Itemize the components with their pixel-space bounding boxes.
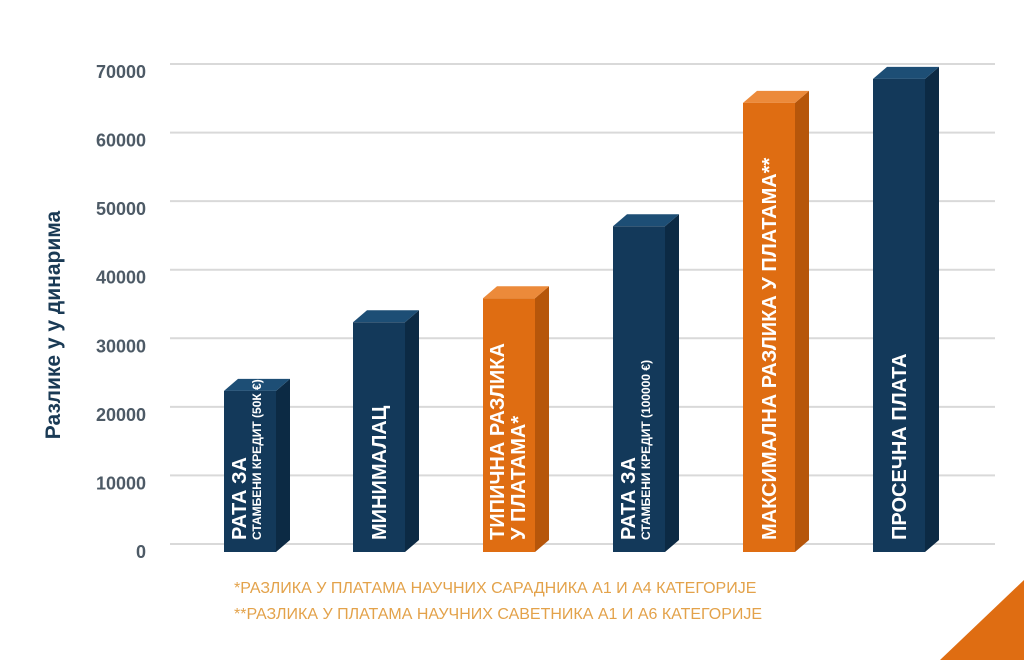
bar-front bbox=[873, 78, 925, 552]
y-tick-label: 30000 bbox=[96, 336, 146, 356]
corner-accent bbox=[940, 580, 1024, 660]
bar-side bbox=[665, 214, 679, 553]
y-tick-label: 50000 bbox=[96, 199, 146, 219]
y-tick-label: 40000 bbox=[96, 268, 146, 288]
footnote-2: **РАЗЛИКА У ПЛАТАМА НАУЧНИХ САВЕТНИКА А1… bbox=[234, 606, 762, 623]
bar-front bbox=[613, 226, 665, 553]
bar-top bbox=[613, 214, 679, 227]
bar-label-5: МАКСИМАЛНА РАЗЛИКА У ПЛАТАМА** bbox=[759, 157, 781, 540]
bars bbox=[224, 66, 939, 553]
bar-label-3: ТИПИЧНА РАЗЛИКАУ ПЛАТАМА* bbox=[487, 343, 530, 540]
bar-front bbox=[743, 102, 795, 552]
bar-top bbox=[224, 378, 290, 391]
gridlines bbox=[170, 63, 995, 545]
bar-side bbox=[276, 378, 290, 552]
y-tick-label: 70000 bbox=[96, 62, 146, 82]
y-tick-labels: 0 10000 20000 30000 40000 50000 60000 70000 bbox=[96, 62, 146, 562]
bar-side bbox=[405, 310, 419, 552]
bar-label-6: ПРОСЕЧНА ПЛАТА bbox=[889, 353, 911, 540]
y-tick-label: 10000 bbox=[96, 473, 146, 493]
footnote-1: *РАЗЛИКА У ПЛАТАМА НАУЧНИХ САРАДНИКА А1 … bbox=[234, 580, 756, 597]
y-axis-label: Разлике у у динарима bbox=[42, 210, 65, 439]
bar-label-4: РАТА ЗАСТАМБЕНИ КРЕДИТ (100000 €) bbox=[618, 360, 653, 540]
bar-top bbox=[743, 90, 809, 103]
bar-side bbox=[795, 90, 809, 552]
y-tick-label: 60000 bbox=[96, 131, 146, 151]
bar-6 bbox=[873, 66, 939, 552]
bar-front bbox=[353, 322, 405, 552]
y-tick-label: 0 bbox=[136, 542, 146, 562]
bar-top bbox=[483, 286, 549, 299]
bar-side bbox=[925, 66, 939, 552]
bar-top bbox=[353, 310, 419, 323]
bar-1 bbox=[224, 378, 290, 552]
bar-side bbox=[535, 286, 549, 552]
bar-labels: РАТА ЗАСТАМБЕНИ КРЕДИТ (50К €) МИНИМАЛАЦ Т… bbox=[229, 157, 911, 540]
bar-3 bbox=[483, 286, 549, 552]
bar-front bbox=[224, 390, 276, 552]
y-tick-label: 20000 bbox=[96, 405, 146, 425]
bar-5 bbox=[743, 90, 809, 552]
bar-2 bbox=[353, 310, 419, 552]
bar-4 bbox=[613, 214, 679, 553]
bar-label-1: РАТА ЗАСТАМБЕНИ КРЕДИТ (50К €) bbox=[229, 379, 264, 540]
bar-top bbox=[873, 66, 939, 79]
bar-label-2: МИНИМАЛАЦ bbox=[369, 405, 391, 540]
bar-front bbox=[483, 298, 535, 552]
